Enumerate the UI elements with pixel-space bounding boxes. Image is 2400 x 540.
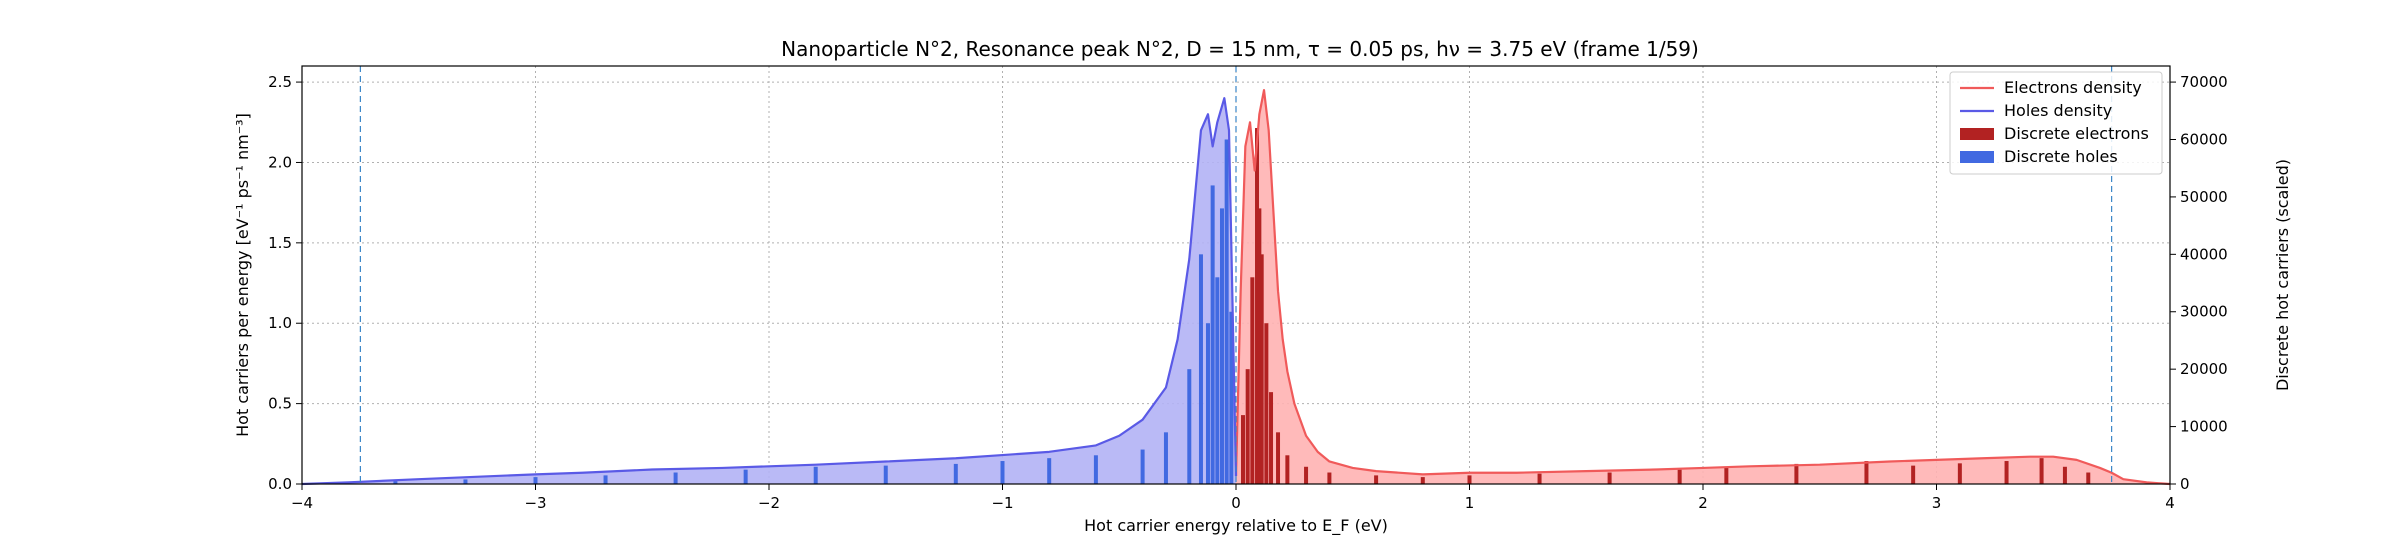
x-tick-label-4: 0 <box>1231 494 1241 512</box>
bar-3-1 <box>463 479 468 484</box>
bar-2-26 <box>2086 472 2091 484</box>
x-tick-label-1: −3 <box>524 494 546 512</box>
y-left-tick-label-3: 1.5 <box>268 234 292 252</box>
y-left-tick-label-5: 2.5 <box>268 73 292 91</box>
y-axis-label-right: Discrete hot carriers (scaled) <box>2273 159 2292 391</box>
bar-2-25 <box>2062 466 2067 484</box>
bar-2-20 <box>1864 461 1869 484</box>
bar-3-3 <box>603 475 608 484</box>
bar-2-22 <box>1957 463 1962 484</box>
bar-2-10 <box>1304 466 1309 484</box>
y-right-tick-label-5: 50000 <box>2180 188 2228 206</box>
bar-3-5 <box>743 469 748 484</box>
bar-3-7 <box>883 465 888 484</box>
bar-2-4 <box>1257 208 1262 484</box>
y-right-tick-label-1: 10000 <box>2180 418 2228 436</box>
y-right-tick-label-7: 70000 <box>2180 73 2228 91</box>
bar-2-19 <box>1794 463 1799 484</box>
bar-3-10 <box>1047 458 1052 484</box>
bar-2-5 <box>1259 254 1264 484</box>
bar-3-4 <box>673 472 678 484</box>
bar-2-14 <box>1467 475 1472 484</box>
y-left-tick-label-1: 0.5 <box>268 395 292 413</box>
bar-2-6 <box>1264 323 1269 484</box>
bar-3-19 <box>1219 208 1224 484</box>
series-line-1 <box>301 97 1238 486</box>
legend-label-0: Electrons density <box>2004 78 2142 97</box>
y-right-tick-label-2: 20000 <box>2180 360 2228 378</box>
y-left-tick-label-4: 2.0 <box>268 153 292 171</box>
bar-2-11 <box>1327 472 1332 484</box>
bar-2-13 <box>1420 477 1425 484</box>
bar-2-23 <box>2004 461 2009 484</box>
y-right-tick-label-3: 30000 <box>2180 303 2228 321</box>
y-right-tick-label-6: 60000 <box>2180 130 2228 148</box>
x-tick-label-5: 1 <box>1465 494 1475 512</box>
x-tick-label-8: 4 <box>2165 494 2175 512</box>
bar-3-14 <box>1187 369 1192 484</box>
y-right-tick-label-4: 40000 <box>2180 245 2228 263</box>
bar-2-21 <box>1911 465 1916 484</box>
legend-swatch-3 <box>1960 151 1994 163</box>
x-tick-label-2: −2 <box>758 494 780 512</box>
bar-3-13 <box>1163 432 1168 484</box>
bar-3-8 <box>953 463 958 484</box>
chart-title: Nanoparticle N°2, Resonance peak N°2, D … <box>781 37 1699 61</box>
bar-3-18 <box>1215 277 1220 484</box>
legend-label-3: Discrete holes <box>2004 147 2118 166</box>
bar-2-15 <box>1537 473 1542 484</box>
legend-label-2: Discrete electrons <box>2004 124 2149 143</box>
bar-2-0 <box>1241 415 1246 484</box>
bar-3-11 <box>1093 455 1098 484</box>
bar-3-16 <box>1205 323 1210 484</box>
x-tick-label-0: −4 <box>291 494 313 512</box>
y-left-tick-label-2: 1.0 <box>268 314 292 332</box>
plot-area: −4 −3 −2 −1 0 1 2 3 4 0.0 0.5 1.0 1.5 2.0 2.5 0 10000 200… <box>233 65 2292 536</box>
bar-2-16 <box>1607 472 1612 484</box>
y-left-tick-label-0: 0.0 <box>268 475 292 493</box>
bar-2-8 <box>1276 432 1281 484</box>
y-right-tick-label-0: 0 <box>2180 475 2190 493</box>
series-fill-1 <box>302 98 1236 485</box>
bar-3-12 <box>1140 449 1145 484</box>
bar-2-17 <box>1677 469 1682 484</box>
series-line-0 <box>1234 89 2171 486</box>
bar-2-7 <box>1269 392 1274 484</box>
x-axis-label: Hot carrier energy relative to E_F (eV) <box>1084 516 1388 536</box>
bar-2-2 <box>1250 277 1255 484</box>
legend-label-1: Holes density <box>2004 101 2112 120</box>
bar-3-17 <box>1210 185 1215 484</box>
bar-2-24 <box>2039 458 2044 484</box>
bar-2-9 <box>1285 455 1290 484</box>
bar-3-9 <box>1000 461 1005 484</box>
bar-3-6 <box>813 466 818 484</box>
x-tick-label-7: 3 <box>1932 494 1942 512</box>
bar-3-15 <box>1198 254 1203 484</box>
x-tick-label-3: −1 <box>991 494 1013 512</box>
legend-swatch-2 <box>1960 128 1994 140</box>
x-tick-label-6: 2 <box>1698 494 1708 512</box>
bar-3-0 <box>393 481 398 484</box>
bar-3-2 <box>533 477 538 484</box>
bar-3-20 <box>1224 139 1229 484</box>
bar-2-1 <box>1245 369 1250 484</box>
bar-3-21 <box>1229 311 1234 484</box>
y-axis-label-left: Hot carriers per energy [eV⁻¹ ps⁻¹ nm⁻³] <box>233 113 252 437</box>
bar-2-3 <box>1255 128 1260 484</box>
bar-2-12 <box>1374 475 1379 484</box>
legend-box <box>1949 71 2163 175</box>
bar-2-18 <box>1724 466 1729 484</box>
